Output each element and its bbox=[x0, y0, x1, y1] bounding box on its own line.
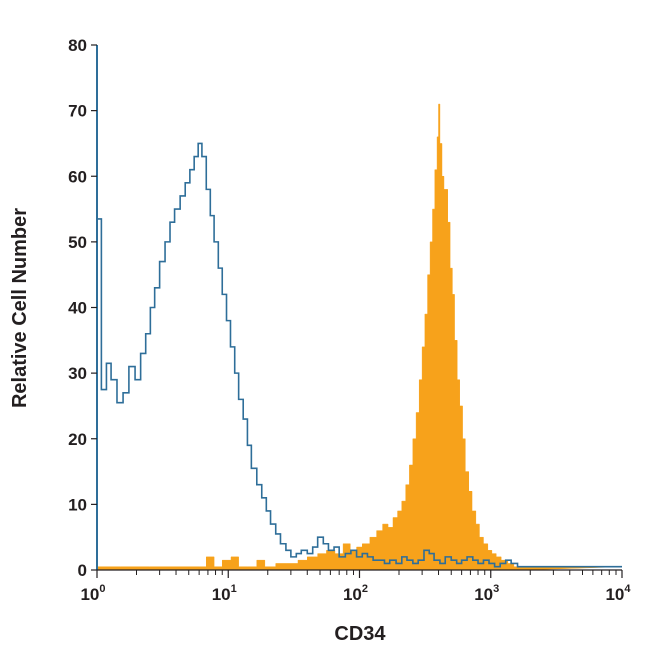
axis-ticks: 0 10 20 30 40 50 60 70 80 100 101 102 103 104 bbox=[68, 36, 631, 604]
y-tick-label: 30 bbox=[68, 364, 87, 383]
y-tick-label: 40 bbox=[68, 299, 87, 318]
y-tick-label: 80 bbox=[68, 36, 87, 55]
y-tick-label: 50 bbox=[68, 233, 87, 252]
y-axis-title: Relative Cell Number bbox=[9, 208, 31, 408]
x-tick-label: 103 bbox=[474, 583, 499, 604]
stained-series-layer bbox=[96, 103, 623, 571]
stained-histogram bbox=[96, 103, 623, 571]
y-tick-label: 20 bbox=[68, 430, 87, 449]
isotype-histogram bbox=[97, 142, 622, 568]
x-tick-label: 102 bbox=[343, 583, 368, 604]
axes bbox=[96, 45, 622, 571]
y-tick-label: 0 bbox=[78, 561, 87, 580]
x-axis-title: CD34 bbox=[334, 623, 386, 645]
y-tick-label: 10 bbox=[68, 495, 87, 514]
x-tick-label: 101 bbox=[212, 583, 237, 604]
y-tick-label: 70 bbox=[68, 102, 87, 121]
isotype-series-layer bbox=[97, 142, 622, 568]
x-tick-label: 104 bbox=[605, 583, 631, 604]
x-tick-label: 100 bbox=[80, 583, 105, 604]
y-tick-label: 60 bbox=[68, 167, 87, 186]
